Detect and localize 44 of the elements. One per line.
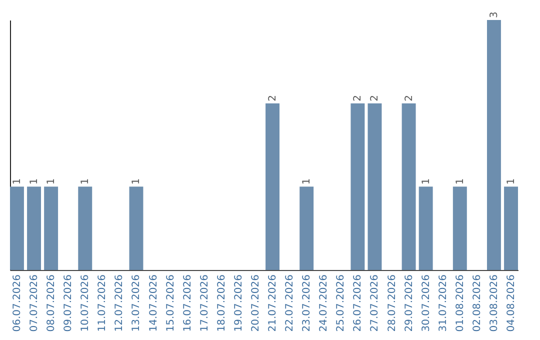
data-label: 3 bbox=[488, 12, 500, 18]
data-label: 1 bbox=[302, 178, 313, 185]
x-tick-label: 26.07.2026 bbox=[352, 274, 364, 332]
x-tick-label: 03.08.2026 bbox=[488, 274, 500, 332]
x-tick-label: 02.08.2026 bbox=[472, 274, 483, 332]
x-tick-label: 22.07.2026 bbox=[284, 274, 296, 332]
x-tick-label: 04.08.2026 bbox=[506, 274, 518, 332]
x-tick-label: 30.07.2026 bbox=[420, 274, 432, 332]
data-label: 1 bbox=[420, 178, 432, 185]
data-label: 1 bbox=[454, 178, 466, 185]
x-tick-label: 15.07.2026 bbox=[165, 274, 176, 332]
data-label: 2 bbox=[370, 94, 381, 102]
x-tick-label: 27.07.2026 bbox=[370, 274, 381, 332]
x-tick-label: 16.07.2026 bbox=[182, 274, 194, 332]
data-label: 1 bbox=[506, 178, 518, 185]
x-tick-label: 07.07.2026 bbox=[29, 274, 40, 332]
x-tick-label: 14.07.2026 bbox=[148, 274, 160, 332]
x-tick-label: 20.07.2026 bbox=[250, 274, 262, 332]
x-tick-label: 11.07.2026 bbox=[97, 274, 108, 332]
data-label: 2 bbox=[404, 94, 415, 102]
x-tick-label: 13.07.2026 bbox=[131, 274, 142, 332]
x-tick-label: 01.08.2026 bbox=[454, 274, 466, 332]
x-tick-label: 06.07.2026 bbox=[12, 274, 23, 332]
data-label: 1 bbox=[131, 178, 142, 185]
x-tick-label: 21.07.2026 bbox=[268, 274, 279, 332]
x-tick-label: 31.07.2026 bbox=[438, 274, 449, 332]
x-tick-label: 17.07.2026 bbox=[199, 274, 210, 332]
x-tick-label: 09.07.2026 bbox=[63, 274, 74, 332]
x-tick-label: 18.07.2026 bbox=[216, 274, 228, 332]
x-tick-label: 24.07.2026 bbox=[318, 274, 330, 332]
x-tick-label: 19.07.2026 bbox=[233, 274, 244, 332]
x-tick-label: 08.07.2026 bbox=[46, 274, 58, 332]
x-tick-label: 28.07.2026 bbox=[386, 274, 398, 332]
x-tick-label: 23.07.2026 bbox=[302, 274, 313, 332]
data-label: 1 bbox=[80, 178, 92, 185]
x-tick-label: 10.07.2026 bbox=[80, 274, 92, 332]
data-label: 1 bbox=[46, 178, 58, 185]
x-tick-label: 29.07.2026 bbox=[404, 274, 415, 332]
x-tick-label: 25.07.2026 bbox=[336, 274, 347, 332]
data-label: 2 bbox=[268, 94, 279, 102]
x-tick-label: 12.07.2026 bbox=[114, 274, 126, 332]
data-label: 1 bbox=[12, 178, 23, 185]
data-label: 1 bbox=[29, 178, 40, 185]
data-label: 2 bbox=[352, 94, 364, 102]
